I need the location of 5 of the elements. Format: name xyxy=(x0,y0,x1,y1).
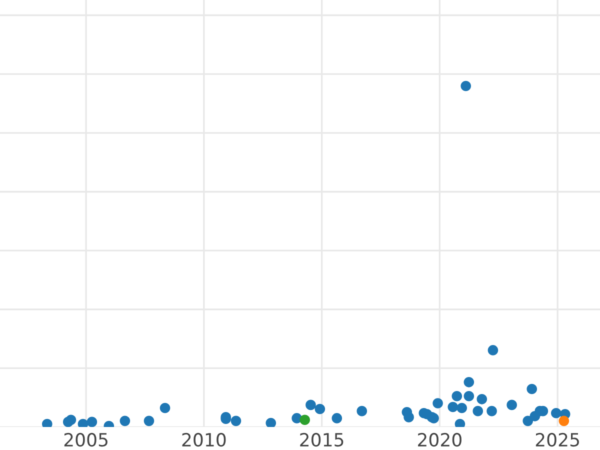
x-tick-label: 2025 xyxy=(536,432,579,447)
x-tick-label: 2005 xyxy=(64,432,108,447)
x-tick-label: 2010 xyxy=(182,432,226,447)
x-tick-label: 2020 xyxy=(418,432,462,447)
x-tick-label: 2015 xyxy=(300,432,344,447)
